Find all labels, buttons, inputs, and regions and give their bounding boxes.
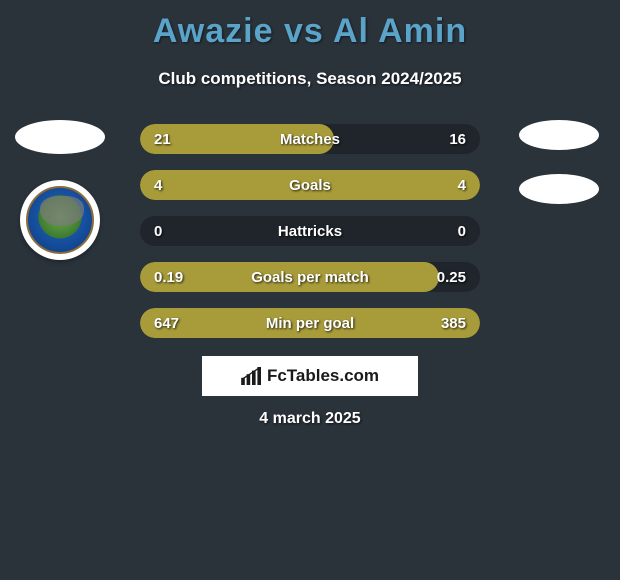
stat-left-value: 4 xyxy=(140,177,200,194)
stat-right-value: 0 xyxy=(420,223,480,240)
stat-right-value: 16 xyxy=(420,131,480,148)
brand-box[interactable]: FcTables.com xyxy=(202,356,418,396)
stat-label: Goals xyxy=(200,177,420,194)
bars-icon xyxy=(241,367,263,385)
subtitle: Club competitions, Season 2024/2025 xyxy=(0,69,620,89)
stat-left-value: 647 xyxy=(140,315,200,332)
player-left-avatar xyxy=(15,120,105,154)
stat-right-value: 385 xyxy=(420,315,480,332)
club-left-badge xyxy=(20,180,100,260)
player-right-avatar xyxy=(519,120,599,150)
page-title: Awazie vs Al Amin xyxy=(0,0,620,51)
stat-label: Matches xyxy=(200,131,420,148)
stat-row: 4Goals4 xyxy=(140,170,480,200)
stat-label: Hattricks xyxy=(200,223,420,240)
stat-label: Goals per match xyxy=(200,269,420,286)
stat-label: Min per goal xyxy=(200,315,420,332)
stats-bars: 21Matches16 4Goals4 0Hattricks0 0.19Goals p… xyxy=(140,124,480,354)
date-label: 4 march 2025 xyxy=(0,410,620,428)
stat-left-value: 21 xyxy=(140,131,200,148)
stat-left-value: 0 xyxy=(140,223,200,240)
club-right-badge xyxy=(519,174,599,204)
stat-row: 647Min per goal385 xyxy=(140,308,480,338)
stat-row: 0Hattricks0 xyxy=(140,216,480,246)
brand-label: FcTables.com xyxy=(267,366,379,386)
club-badge-icon xyxy=(26,186,94,254)
stat-right-value: 0.25 xyxy=(420,269,480,286)
stat-left-value: 0.19 xyxy=(140,269,200,286)
stat-right-value: 4 xyxy=(420,177,480,194)
stat-row: 0.19Goals per match0.25 xyxy=(140,262,480,292)
stat-row: 21Matches16 xyxy=(140,124,480,154)
